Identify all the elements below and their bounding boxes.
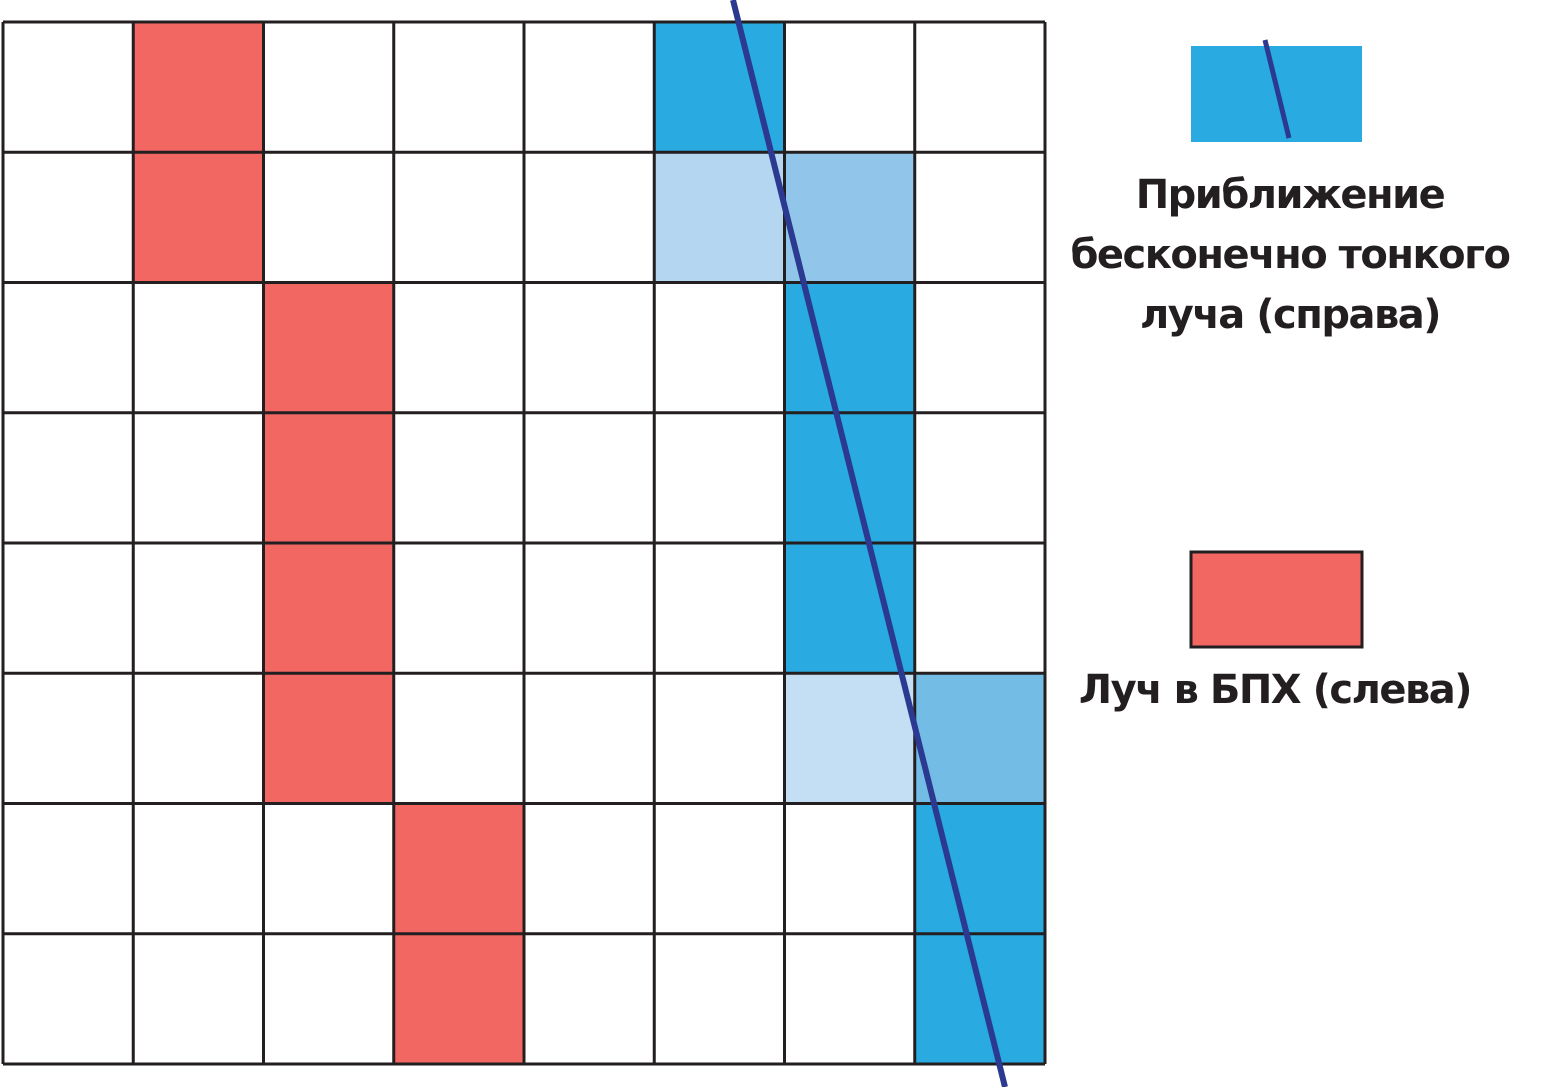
thin-ray-cell bbox=[784, 282, 915, 413]
bpx-ray-cell bbox=[263, 673, 394, 804]
bpx-ray-cell bbox=[133, 152, 264, 283]
bpx-ray-cell bbox=[393, 933, 524, 1064]
legend-label-thin-ray: Приближение бесконечно тонкого луча (спр… bbox=[1070, 172, 1511, 338]
thin-ray-line bbox=[730, 0, 1008, 1087]
thin-ray-cell bbox=[784, 673, 915, 804]
bpx-ray-cell bbox=[133, 22, 264, 153]
bpx-ray-cell bbox=[393, 803, 524, 934]
thin-ray-cell bbox=[654, 152, 785, 283]
thin-ray-cell bbox=[914, 803, 1045, 934]
bpx-ray-cell bbox=[263, 543, 394, 674]
legend-label-bpx-ray: Луч в БПХ (слева) bbox=[1078, 667, 1473, 713]
thin-ray-cell bbox=[784, 152, 915, 283]
thin-ray-cell bbox=[914, 673, 1045, 804]
legend-thin-ray-line-icon bbox=[1262, 39, 1292, 139]
grid-cells bbox=[133, 22, 1045, 1064]
bpx-ray-cell bbox=[263, 282, 394, 413]
bpx-ray-cell bbox=[263, 412, 394, 543]
legend-swatch-bpx-ray bbox=[1189, 550, 1364, 649]
